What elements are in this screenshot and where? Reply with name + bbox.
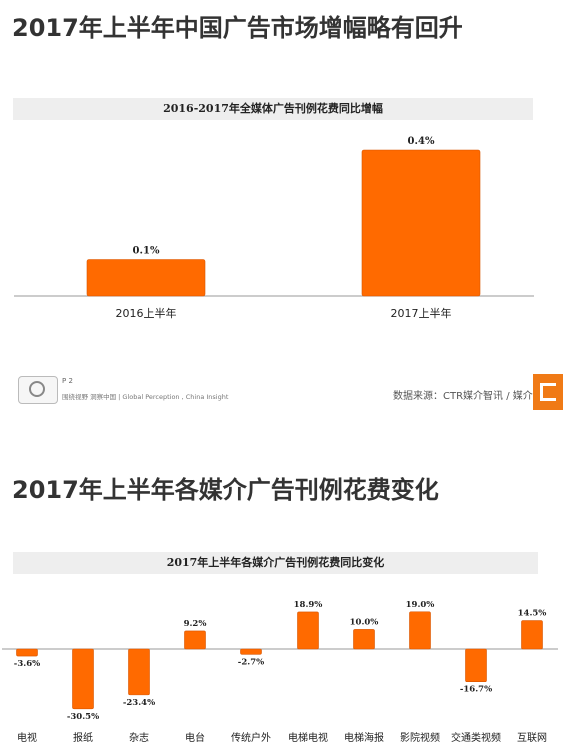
category-label-0: 电视 — [17, 731, 37, 744]
bar-8 — [465, 648, 487, 683]
bar-6 — [353, 629, 375, 650]
value-label-4: -2.7% — [238, 657, 264, 667]
category-label-4: 传统户外 — [231, 731, 271, 744]
bar-0 — [86, 259, 206, 297]
value-label-5: 18.9% — [294, 600, 323, 610]
value-label-9: 14.5% — [518, 609, 547, 619]
category-label-6: 电梯海报 — [344, 731, 384, 744]
value-label-3: 9.2% — [184, 619, 207, 629]
bar-7 — [409, 611, 431, 650]
chart-title-total: 2016-2017年全媒体广告刊例花费同比增幅 — [13, 98, 533, 120]
category-label-7: 影院视频 — [400, 731, 440, 744]
category-label-8: 交通类视频 — [451, 731, 501, 744]
value-label-0: -3.6% — [14, 659, 40, 669]
value-label-1: -30.5% — [67, 712, 99, 722]
category-label-5: 电梯电视 — [288, 731, 328, 744]
data-source: 数据来源：CTR媒介智讯 / 媒介动量 — [393, 391, 553, 402]
bar-1 — [361, 149, 481, 297]
bar-0 — [16, 648, 38, 657]
category-label-1: 2017上半年 — [391, 306, 452, 320]
category-label-1: 报纸 — [73, 731, 93, 744]
bar-9 — [521, 620, 543, 650]
category-label-2: 杂志 — [129, 731, 149, 744]
category-label-0: 2016上半年 — [116, 306, 177, 320]
chart-total-growth: 0.1% 2016上半年 0.4% 2017上半年 — [14, 136, 534, 320]
chart-title-media: 2017年上半年各媒介广告刊例花费同比变化 — [13, 552, 538, 574]
value-label-2: -23.4% — [123, 698, 155, 708]
bar-2 — [128, 648, 150, 696]
category-label-9: 互联网 — [517, 732, 547, 744]
page-number: P 2 — [62, 377, 73, 385]
section-heading-bottom: 2017年上半年各媒介广告刊例花费变化 — [12, 476, 439, 504]
brand-logo-icon — [533, 374, 563, 410]
section-heading-top: 2017年上半年中国广告市场增幅略有回升 — [12, 14, 463, 42]
certification-logo-icon — [18, 376, 58, 404]
bar-1 — [72, 648, 94, 710]
bar-3 — [184, 630, 206, 650]
value-label-1: 0.4% — [408, 136, 435, 147]
bar-5 — [297, 611, 319, 650]
value-label-7: 19.0% — [406, 600, 435, 610]
value-label-0: 0.1% — [133, 246, 160, 257]
bar-4 — [240, 648, 262, 655]
footer-tagline: 围绕视野 洞察中国 | Global Perception , China In… — [62, 393, 229, 401]
value-label-8: -16.7% — [460, 685, 492, 695]
chart-media-change: -3.6% 电视 -30.5% 报纸 -23.4% 杂志 9.2% 电台 -2.7% 传统户外 18… — [2, 600, 558, 744]
value-label-6: 10.0% — [350, 617, 379, 627]
category-label-3: 电台 — [185, 731, 205, 744]
